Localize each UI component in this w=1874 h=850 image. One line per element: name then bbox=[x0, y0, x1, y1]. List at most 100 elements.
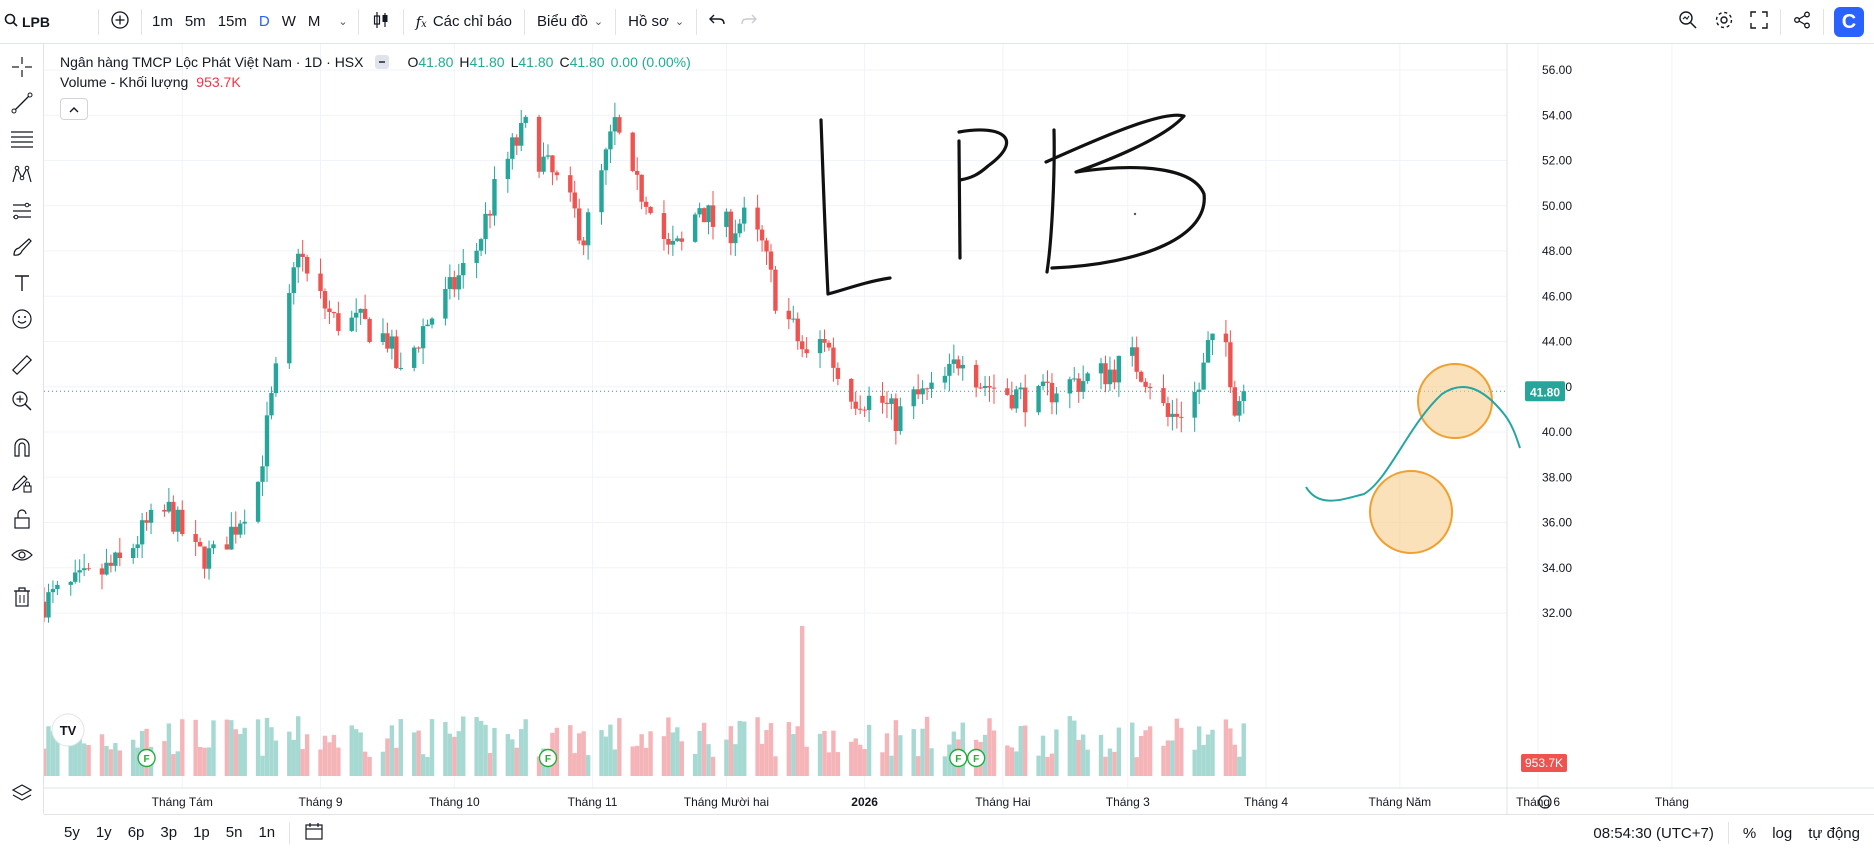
chart-type-menu[interactable]: Biểu đồ ⌄ bbox=[529, 0, 611, 44]
clock-time[interactable]: 08:54:30 (UTC+7) bbox=[1593, 824, 1714, 842]
fullscreen-button[interactable] bbox=[1742, 0, 1776, 44]
price-axis-label: 34.00 bbox=[1542, 561, 1572, 575]
zoom-in-tool[interactable] bbox=[6, 388, 38, 418]
volume-bar bbox=[81, 743, 87, 776]
volume-bar bbox=[1179, 727, 1184, 776]
candle-style-button[interactable] bbox=[363, 0, 399, 44]
legend-collapse-button[interactable] bbox=[60, 98, 88, 120]
legend-hide-button[interactable] bbox=[375, 55, 390, 69]
candle-body bbox=[1210, 333, 1215, 341]
emoji-tool[interactable] bbox=[6, 306, 38, 336]
time-axis-label: Tháng 6 bbox=[1516, 795, 1560, 809]
volume-bar bbox=[171, 754, 176, 776]
candle-body bbox=[296, 253, 301, 268]
interval-m[interactable]: M bbox=[302, 0, 327, 44]
lock-drawing-tool[interactable] bbox=[6, 470, 38, 500]
volume-bar bbox=[99, 734, 105, 776]
forecast-tool[interactable] bbox=[6, 198, 38, 228]
trend-line-tool[interactable] bbox=[6, 90, 38, 120]
log-scale-toggle[interactable]: log bbox=[1772, 824, 1793, 842]
volume-bar bbox=[1036, 755, 1041, 776]
price-axis-label: 56.00 bbox=[1542, 63, 1572, 77]
magnet-tool[interactable] bbox=[6, 434, 38, 464]
candle-body bbox=[447, 277, 453, 289]
brush-tool[interactable] bbox=[6, 234, 38, 264]
volume-bar bbox=[764, 730, 769, 776]
quick-search-button[interactable] bbox=[1670, 0, 1706, 44]
crosshair-tool[interactable] bbox=[6, 54, 38, 84]
volume-bar bbox=[866, 724, 872, 776]
volume-bar bbox=[86, 744, 91, 776]
undo-button[interactable] bbox=[701, 0, 733, 44]
indicators-button[interactable]: fx Các chỉ báo bbox=[408, 0, 520, 44]
volume-bar bbox=[1076, 739, 1081, 776]
volume-bar bbox=[492, 727, 497, 776]
candle-body bbox=[144, 520, 149, 523]
volume-bar bbox=[1130, 722, 1135, 776]
candle-body bbox=[1023, 387, 1028, 413]
time-axis-label: 2026 bbox=[851, 795, 878, 809]
profile-menu[interactable]: Hồ sơ ⌄ bbox=[620, 0, 692, 44]
volume-bar bbox=[554, 727, 560, 776]
candle-body bbox=[1165, 403, 1171, 417]
interval-d[interactable]: D bbox=[253, 0, 276, 44]
settings-button[interactable] bbox=[1706, 0, 1742, 44]
candle-body bbox=[380, 333, 386, 342]
range-6p[interactable]: 6p bbox=[120, 824, 153, 841]
auto-scale-toggle[interactable]: tự động bbox=[1808, 824, 1860, 842]
brand-logo[interactable]: C bbox=[1834, 7, 1864, 37]
redo-button[interactable] bbox=[733, 0, 765, 44]
handwritten-dot bbox=[1133, 212, 1137, 216]
candles bbox=[44, 102, 1246, 623]
candle-body bbox=[1237, 401, 1242, 416]
pattern-tool[interactable] bbox=[6, 162, 38, 192]
candle-body bbox=[786, 310, 792, 320]
interval-5m[interactable]: 5m bbox=[179, 0, 212, 44]
volume-bar bbox=[452, 736, 457, 776]
lock-all-tool[interactable] bbox=[6, 506, 38, 536]
range-1p[interactable]: 1p bbox=[185, 824, 218, 841]
interval-dropdown[interactable]: ⌄ bbox=[326, 0, 353, 44]
range-3p[interactable]: 3p bbox=[152, 824, 185, 841]
volume-bar bbox=[1134, 757, 1139, 776]
candle-body bbox=[947, 363, 952, 376]
candle-body bbox=[724, 211, 729, 227]
time-axis-label: Tháng Hai bbox=[975, 795, 1030, 809]
candle-body bbox=[68, 581, 73, 585]
candle-body bbox=[1014, 389, 1019, 409]
candle-body bbox=[862, 409, 867, 411]
price-axis-label: 48.00 bbox=[1542, 244, 1572, 258]
visibility-tool[interactable] bbox=[6, 542, 38, 572]
volume-bar bbox=[291, 739, 296, 776]
interval-1m[interactable]: 1m bbox=[146, 0, 179, 44]
text-tool[interactable] bbox=[6, 270, 38, 300]
interval-15m[interactable]: 15m bbox=[212, 0, 253, 44]
remove-drawings-tool[interactable] bbox=[6, 584, 38, 614]
candle-body bbox=[411, 347, 417, 368]
price-axis-label: 38.00 bbox=[1542, 470, 1572, 484]
range-5y[interactable]: 5y bbox=[44, 824, 88, 841]
range-5n[interactable]: 5n bbox=[218, 824, 251, 841]
candle-body bbox=[800, 341, 805, 350]
gear-icon bbox=[1714, 10, 1734, 34]
range-1y[interactable]: 1y bbox=[88, 824, 120, 841]
compare-add-button[interactable] bbox=[103, 0, 137, 44]
goto-date-button[interactable] bbox=[296, 822, 332, 844]
volume-bar bbox=[768, 723, 774, 776]
earnings-marker bbox=[137, 748, 156, 768]
chart-pane[interactable]: 56.0054.0052.0050.0048.0046.0044.0042.00… bbox=[44, 44, 1874, 814]
horizontal-lines-tool[interactable] bbox=[6, 126, 38, 156]
object-tree-tool[interactable] bbox=[6, 780, 38, 810]
candle-body bbox=[581, 240, 586, 246]
volume-bar bbox=[318, 749, 323, 776]
candle-body bbox=[180, 509, 185, 535]
interval-w[interactable]: W bbox=[276, 0, 302, 44]
candle-body bbox=[255, 481, 261, 522]
price-chart[interactable]: 56.0054.0052.0050.0048.0046.0044.0042.00… bbox=[44, 44, 1874, 814]
ruler-tool[interactable] bbox=[6, 352, 38, 382]
percent-scale-toggle[interactable]: % bbox=[1742, 824, 1757, 842]
range-1n[interactable]: 1n bbox=[250, 824, 283, 841]
share-button[interactable] bbox=[1785, 0, 1819, 44]
candle-body bbox=[331, 312, 337, 314]
symbol-search[interactable]: LPB bbox=[0, 0, 58, 44]
